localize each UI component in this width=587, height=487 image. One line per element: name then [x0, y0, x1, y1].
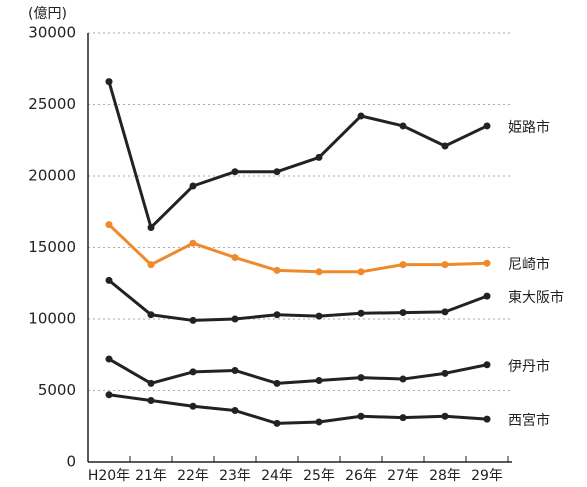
data-point	[147, 223, 155, 231]
series-label: 東大阪市	[508, 289, 564, 306]
data-point	[105, 276, 113, 284]
data-point	[189, 316, 197, 324]
y-tick-label: 5000	[38, 381, 76, 399]
data-point	[357, 412, 365, 420]
data-point	[273, 311, 281, 319]
data-point	[189, 182, 197, 190]
data-point	[315, 153, 323, 161]
series-label: 姫路市	[508, 119, 550, 136]
data-point	[483, 361, 491, 369]
data-point	[147, 311, 155, 319]
y-axis-unit: (億円)	[28, 6, 67, 22]
data-point	[483, 415, 491, 423]
data-point	[105, 391, 113, 399]
x-tick-label: 28年	[429, 468, 461, 484]
data-point	[483, 122, 491, 130]
data-point	[105, 355, 113, 363]
data-point	[189, 239, 197, 247]
x-tick-label: 21年	[135, 468, 167, 484]
data-point	[357, 112, 365, 120]
series-line	[108, 279, 488, 322]
data-point	[357, 309, 365, 317]
data-point	[273, 266, 281, 274]
y-tick-label: 15000	[28, 238, 76, 256]
series-label: 西宮市	[508, 412, 550, 429]
data-point	[273, 168, 281, 176]
x-tick-label: 24年	[261, 468, 293, 484]
x-tick-label: 27年	[387, 468, 419, 484]
data-point	[399, 122, 407, 130]
y-tick-label: 0	[66, 453, 76, 471]
data-point	[231, 366, 239, 374]
data-point	[441, 369, 449, 377]
y-tick-label: 20000	[28, 167, 76, 185]
data-point	[441, 142, 449, 150]
series-label: 尼崎市	[508, 256, 550, 273]
data-point	[231, 315, 239, 323]
data-point	[189, 402, 197, 410]
data-point	[441, 261, 449, 269]
x-tick-label: 29年	[471, 468, 503, 484]
data-point	[273, 419, 281, 427]
data-point	[315, 312, 323, 320]
data-point	[105, 221, 113, 229]
x-tick-label: 25年	[303, 468, 335, 484]
data-point	[399, 309, 407, 317]
data-point	[315, 376, 323, 384]
data-point	[147, 397, 155, 405]
x-tick-label: 23年	[219, 468, 251, 484]
data-point	[357, 268, 365, 276]
x-tick-label: H20年	[88, 468, 130, 484]
series-line	[108, 357, 488, 385]
series-line	[108, 393, 488, 425]
data-point	[441, 308, 449, 316]
y-tick-label: 30000	[28, 24, 76, 42]
data-point	[231, 407, 239, 415]
data-point	[315, 418, 323, 426]
series-line	[107, 81, 488, 229]
y-tick-label: 10000	[28, 310, 76, 328]
data-point	[147, 261, 155, 269]
series-line	[107, 223, 488, 274]
data-point	[483, 259, 491, 267]
data-point	[315, 268, 323, 276]
data-point	[399, 261, 407, 269]
data-point	[357, 374, 365, 382]
y-tick-label: 25000	[28, 95, 76, 113]
data-point	[441, 412, 449, 420]
data-point	[105, 78, 113, 86]
data-point	[231, 254, 239, 262]
x-tick-label: 22年	[177, 468, 209, 484]
data-point	[483, 292, 491, 300]
data-point	[399, 414, 407, 422]
series-label: 伊丹市	[508, 358, 550, 375]
data-point	[231, 168, 239, 176]
data-point	[147, 379, 155, 387]
data-point	[273, 379, 281, 387]
x-tick-label: 26年	[345, 468, 377, 484]
data-point	[399, 375, 407, 383]
data-point	[189, 368, 197, 376]
